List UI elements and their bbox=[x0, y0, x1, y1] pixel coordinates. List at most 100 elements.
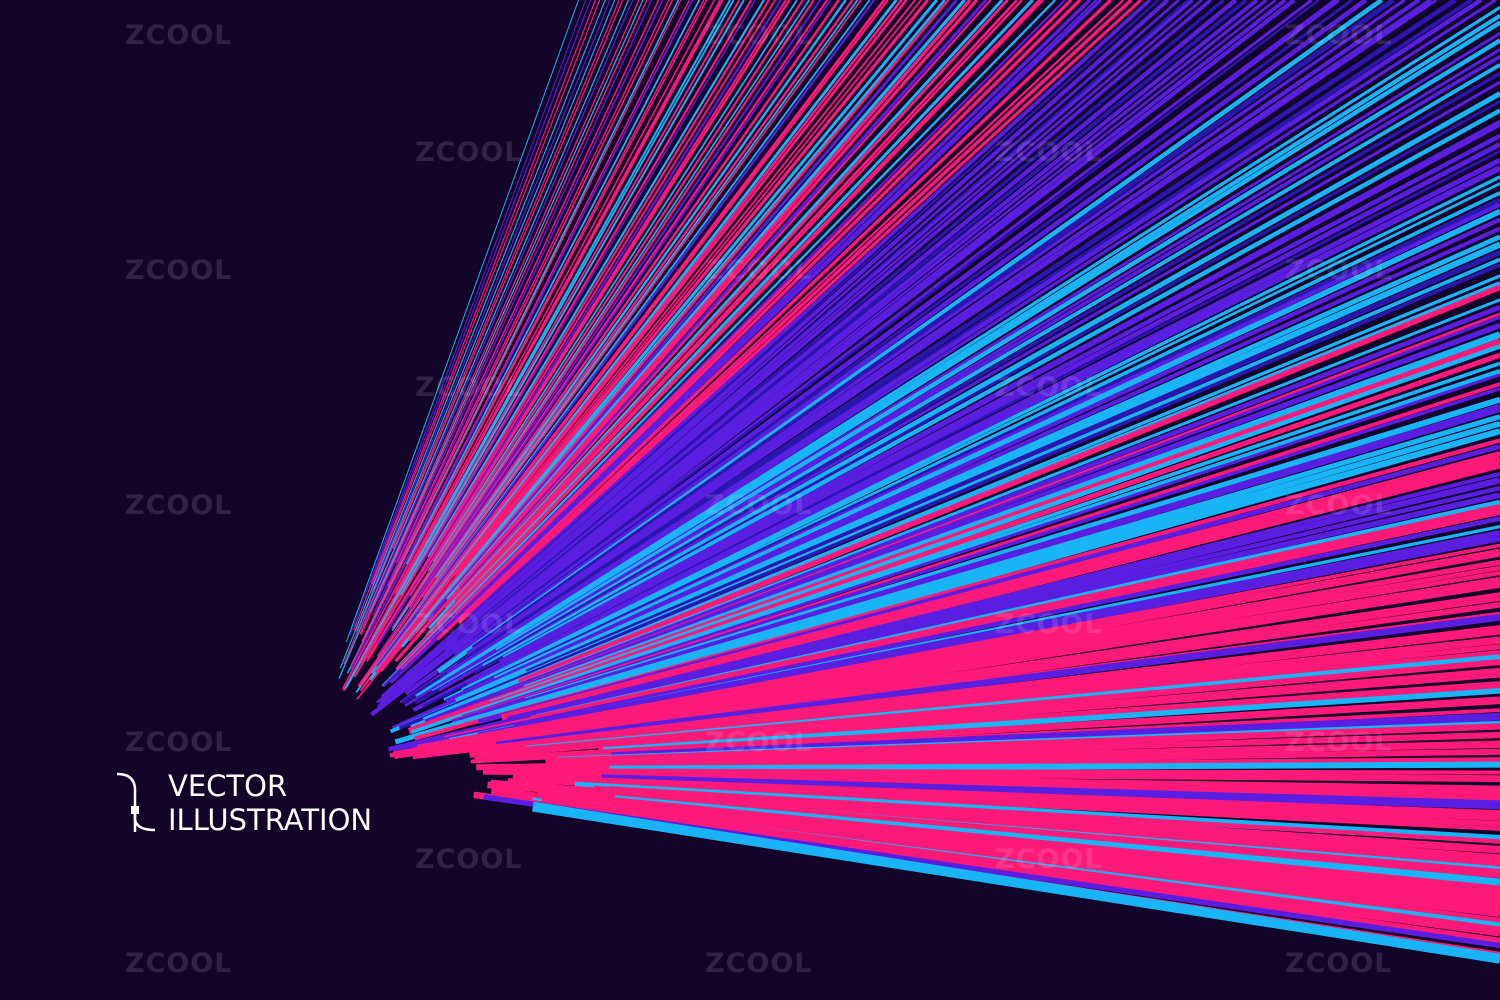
watermark: ZCOOL bbox=[415, 844, 523, 875]
ray-line bbox=[471, 0, 1395, 651]
ray-line bbox=[405, 0, 1044, 661]
ray-line bbox=[377, 0, 653, 600]
ray-line bbox=[422, 0, 854, 599]
watermark: ZCOOL bbox=[995, 372, 1103, 403]
watermark: ZCOOL bbox=[705, 727, 813, 758]
ray-line bbox=[370, 0, 1296, 717]
ray-line bbox=[468, 0, 1152, 618]
ray-line bbox=[360, 0, 648, 636]
watermark: ZCOOL bbox=[125, 255, 233, 286]
ray-line bbox=[391, 0, 811, 632]
watermark: ZCOOL bbox=[415, 372, 523, 403]
ray-line bbox=[454, 0, 916, 576]
ray-line bbox=[477, 535, 1500, 739]
ray-line bbox=[457, 0, 1457, 667]
watermark: ZCOOL bbox=[1285, 490, 1393, 521]
ray-line bbox=[529, 462, 1500, 715]
ray-line bbox=[360, 0, 741, 664]
ray-line bbox=[502, 108, 1500, 660]
watermark: ZCOOL bbox=[125, 948, 233, 979]
watermark: ZCOOL bbox=[705, 490, 813, 521]
ray-line bbox=[472, 0, 1320, 640]
ray-line bbox=[408, 0, 950, 642]
ray-line bbox=[503, 581, 1500, 742]
ray-line bbox=[376, 0, 782, 647]
ray-line bbox=[423, 0, 1194, 664]
ray-line bbox=[432, 63, 1500, 694]
ray-line bbox=[400, 0, 745, 596]
ray-line bbox=[338, 0, 630, 679]
watermark: ZCOOL bbox=[705, 948, 813, 979]
ray-line bbox=[359, 0, 889, 692]
watermark: ZCOOL bbox=[125, 727, 233, 758]
ray-line bbox=[353, 0, 596, 631]
watermark: ZCOOL bbox=[995, 844, 1103, 875]
ray-line bbox=[468, 0, 1313, 643]
ray-line bbox=[400, 0, 1082, 671]
ray-line bbox=[456, 0, 1248, 643]
ray-line bbox=[379, 0, 1212, 704]
ray-line bbox=[460, 0, 988, 590]
ray-line bbox=[435, 0, 1019, 625]
ray-line bbox=[443, 182, 1500, 701]
ray-line bbox=[353, 0, 753, 678]
ray-line bbox=[339, 0, 606, 669]
ray-line bbox=[451, 352, 1500, 720]
watermark: ZCOOL bbox=[415, 137, 523, 168]
ray-line bbox=[427, 0, 798, 572]
ray-line bbox=[399, 0, 1438, 703]
ray-line bbox=[387, 0, 708, 604]
ray-line bbox=[482, 91, 1500, 669]
ray-line bbox=[572, 731, 1500, 766]
ray-line bbox=[425, 0, 1023, 637]
ray-line bbox=[417, 0, 756, 570]
ray-line bbox=[480, 165, 1500, 682]
ray-line bbox=[395, 0, 660, 564]
ray-line bbox=[532, 801, 1500, 964]
ray-line bbox=[360, 0, 862, 687]
ray-line bbox=[381, 0, 1057, 687]
watermark: ZCOOL bbox=[705, 20, 813, 51]
ray-line bbox=[361, 0, 634, 626]
ray-line bbox=[343, 0, 620, 665]
ray-line bbox=[414, 71, 1500, 705]
ray-line bbox=[473, 0, 1142, 612]
ray-line bbox=[385, 0, 690, 600]
ray-line bbox=[435, 0, 847, 579]
ray-line bbox=[366, 0, 776, 662]
ray-line bbox=[476, 0, 1354, 642]
ray-line bbox=[376, 0, 875, 668]
watermark: ZCOOL bbox=[995, 137, 1103, 168]
ray-line bbox=[493, 208, 1500, 682]
ray-line bbox=[454, 0, 1009, 602]
ray-line bbox=[496, 428, 1500, 718]
ray-line bbox=[357, 0, 840, 688]
ray-line bbox=[602, 688, 1500, 753]
ray-line bbox=[405, 0, 701, 565]
watermark: ZCOOL bbox=[125, 490, 233, 521]
ray-line bbox=[444, 0, 992, 609]
ray-line bbox=[495, 38, 1500, 653]
caption-line-2: ILLUSTRATION bbox=[168, 803, 373, 837]
watermark: ZCOOL bbox=[1285, 948, 1393, 979]
ray-line bbox=[361, 0, 674, 642]
ray-line bbox=[462, 373, 1500, 718]
ray-line bbox=[400, 516, 1500, 752]
ray-line bbox=[407, 0, 815, 608]
ray-line bbox=[389, 0, 1103, 684]
ray-line bbox=[391, 0, 804, 629]
watermark: ZCOOL bbox=[125, 20, 233, 51]
ray-line bbox=[359, 0, 640, 635]
ray-line bbox=[453, 20, 1500, 676]
ray-line bbox=[457, 0, 1225, 640]
ray-line bbox=[474, 697, 1500, 764]
ray-line bbox=[458, 0, 972, 588]
ray-line bbox=[470, 217, 1500, 694]
ray-line bbox=[466, 0, 1406, 655]
ray-line bbox=[371, 0, 611, 592]
ray-line bbox=[398, 263, 1500, 730]
ray-line bbox=[446, 0, 1483, 676]
ray-line bbox=[369, 0, 592, 584]
